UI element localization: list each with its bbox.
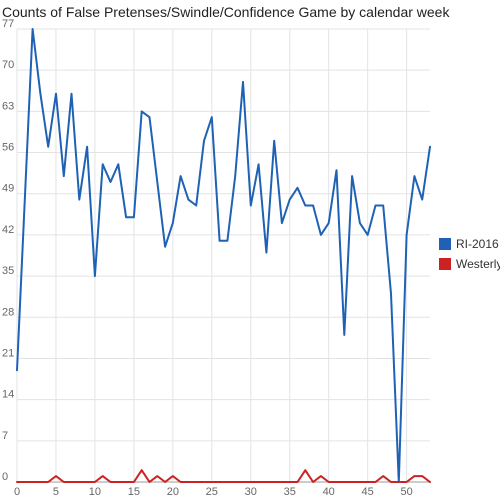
x-tick-label: 20 [167, 486, 179, 498]
y-tick-label: 21 [2, 347, 14, 359]
x-tick-label: 25 [206, 486, 218, 498]
y-tick-label: 77 [2, 18, 14, 30]
series-layer [16, 28, 431, 483]
y-tick-label: 49 [2, 183, 14, 195]
y-axis-ticks: 0 7 14 21 28 35 42 49 56 63 70 77 [2, 18, 14, 483]
series-line-0 [16, 28, 431, 483]
y-tick-label: 14 [2, 389, 14, 401]
y-tick-label: 63 [2, 100, 14, 112]
y-tick-label: 42 [2, 224, 14, 236]
y-tick-label: 35 [2, 265, 14, 277]
x-tick-label: 5 [53, 486, 59, 498]
x-axis-ticks: 0 5 10 15 20 25 30 35 40 45 50 [14, 486, 413, 498]
grid [16, 28, 430, 483]
series-line-1 [16, 469, 431, 483]
x-tick-label: 30 [245, 486, 257, 498]
x-tick-label: 50 [400, 486, 412, 498]
x-tick-label: 35 [284, 486, 296, 498]
x-tick-label: 40 [323, 486, 335, 498]
y-tick-label: 0 [2, 471, 8, 483]
y-tick-label: 56 [2, 142, 14, 154]
legend-swatch [439, 238, 451, 250]
legend-label: RI-2016 [456, 237, 499, 251]
chart-title: Counts of False Pretenses/Swindle/Confid… [2, 4, 450, 20]
x-tick-label: 0 [14, 486, 20, 498]
y-tick-label: 28 [2, 306, 14, 318]
y-tick-label: 7 [2, 430, 8, 442]
legend: RI-2016 Westerly [439, 237, 500, 271]
x-tick-label: 45 [362, 486, 374, 498]
legend-label: Westerly [456, 257, 500, 271]
y-tick-label: 70 [2, 59, 14, 71]
legend-swatch [439, 258, 451, 270]
x-tick-label: 10 [89, 486, 101, 498]
x-tick-label: 15 [128, 486, 140, 498]
